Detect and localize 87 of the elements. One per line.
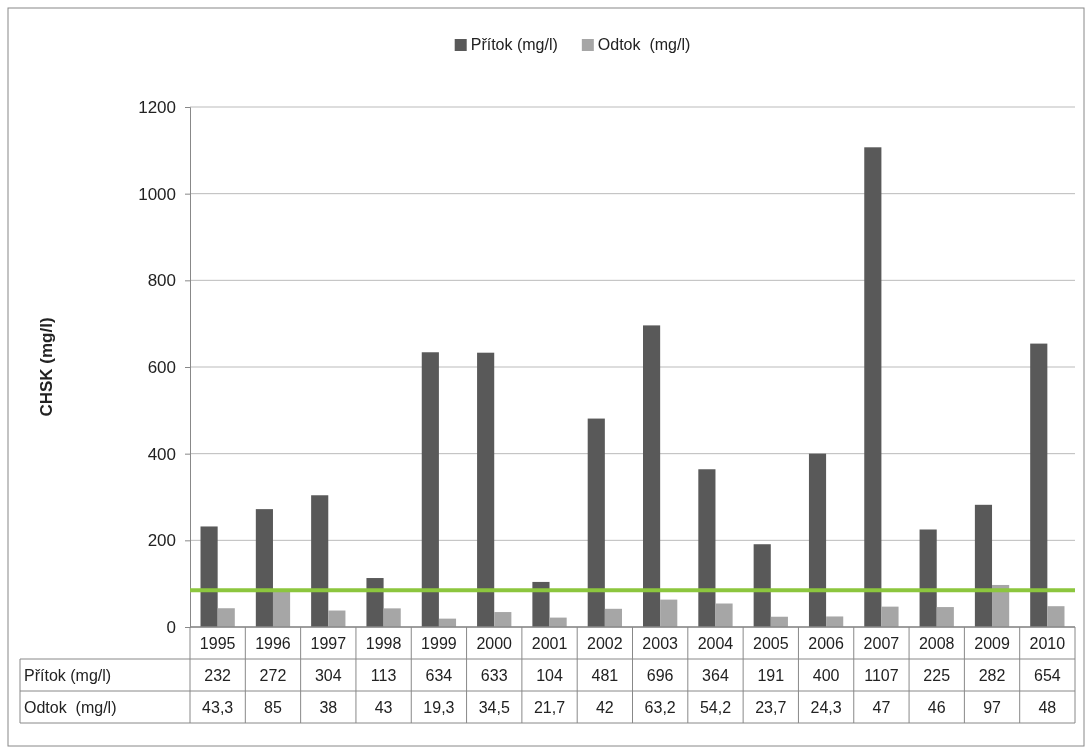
bar	[936, 607, 954, 627]
y-tick-label: 0	[166, 617, 176, 637]
x-tick-label: 2009	[974, 635, 1010, 652]
bar	[919, 529, 937, 627]
x-tick-label: 2010	[1029, 635, 1066, 652]
data-label: 19,3	[423, 699, 455, 716]
bar	[255, 509, 273, 627]
x-tick-label: 1999	[421, 635, 457, 652]
data-label: 46	[927, 699, 946, 716]
x-tick-label: 2002	[587, 635, 623, 652]
bar	[660, 599, 678, 627]
y-tick-label: 600	[147, 357, 176, 377]
y-tick-label: 200	[147, 531, 176, 551]
bar	[421, 352, 439, 627]
data-label: 85	[264, 699, 282, 716]
y-tick-label: 1200	[138, 97, 176, 117]
text: Přítok (mg/l)	[24, 667, 112, 684]
data-label: 42	[595, 699, 614, 716]
data-label: 97	[983, 699, 1002, 716]
x-tick-label: 2007	[863, 635, 900, 652]
bar	[643, 325, 661, 627]
bar	[494, 612, 512, 627]
data-label: 48	[1038, 699, 1057, 716]
data-label: 43	[374, 699, 393, 716]
data-label: 654	[1033, 667, 1061, 684]
bar	[753, 544, 771, 627]
x-tick-label: 2000	[476, 635, 513, 652]
bar	[217, 608, 235, 627]
bar	[477, 352, 495, 627]
data-label: 34,5	[478, 699, 510, 716]
y-tick-label: 800	[147, 271, 176, 291]
x-tick-label: 2006	[808, 635, 844, 652]
bar	[383, 608, 401, 627]
data-label: 54,2	[699, 699, 732, 716]
data-label: 282	[978, 667, 1006, 684]
data-label: 304	[314, 667, 342, 684]
legend-label: Přítok (mg/l)	[470, 36, 558, 53]
data-label: 634	[425, 667, 453, 684]
legend-label: Odtok (mg/l)	[597, 36, 691, 53]
data-label: 481	[591, 667, 619, 684]
data-label: 24,3	[810, 699, 842, 716]
bar	[366, 578, 384, 627]
bar	[1047, 606, 1065, 627]
data-label: 21,7	[533, 699, 566, 716]
data-label: 232	[204, 667, 232, 684]
bar	[864, 147, 882, 627]
x-tick-label: 1997	[310, 635, 347, 652]
data-label: 38	[319, 699, 338, 716]
data-label: 191	[757, 667, 785, 684]
y-tick-label: 1000	[138, 184, 176, 204]
bar	[604, 608, 622, 627]
bar	[715, 603, 733, 627]
bar	[826, 616, 844, 627]
data-label: 633	[480, 667, 508, 684]
x-tick-label: 2003	[642, 635, 679, 652]
bar	[328, 610, 346, 627]
data-label: 364	[702, 667, 729, 684]
bar	[974, 504, 993, 627]
x-tick-label: 1998	[365, 635, 402, 652]
data-label: 47	[872, 699, 891, 716]
x-tick-label: 2001	[531, 635, 568, 652]
x-tick-label: 2005	[752, 635, 789, 652]
data-label: 23,7	[755, 699, 787, 716]
data-label: 63,2	[644, 699, 676, 716]
data-label: 696	[646, 667, 674, 684]
bar	[587, 418, 605, 627]
data-label: 272	[259, 667, 287, 684]
data-label: 104	[536, 667, 563, 684]
data-label: 43,3	[202, 699, 234, 716]
data-label: 225	[923, 667, 951, 684]
bar	[881, 606, 899, 627]
data-label: 400	[812, 667, 840, 684]
bar	[808, 453, 827, 627]
bar	[311, 495, 329, 627]
x-tick-label: 2008	[918, 635, 955, 652]
x-tick-label: 1995	[199, 635, 236, 652]
data-label: 1107	[864, 667, 899, 684]
y-axis-title: CHSK (mg/l)	[37, 317, 56, 417]
text: Odtok (mg/l)	[24, 699, 117, 716]
y-tick-label: 400	[147, 444, 176, 464]
bar	[698, 469, 716, 627]
bar	[272, 590, 291, 627]
x-tick-label: 2004	[697, 635, 734, 652]
x-tick-label: 1996	[255, 635, 291, 652]
data-label: 113	[370, 667, 397, 684]
bar	[200, 526, 218, 627]
bar	[1030, 343, 1048, 627]
